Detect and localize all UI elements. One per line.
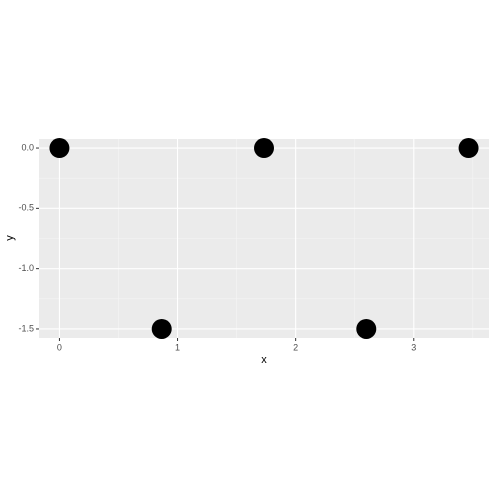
point: [49, 138, 70, 159]
x-tick-label: 1: [175, 342, 180, 352]
y-tick-label: -1.0: [18, 263, 34, 273]
point: [458, 138, 479, 159]
y-tick-label: 0.0: [21, 142, 34, 152]
point: [356, 318, 377, 339]
y-axis-title: y: [4, 235, 16, 241]
y-tick-label: -0.5: [18, 203, 34, 213]
x-tick-label: 2: [293, 342, 298, 352]
x-tick-label: 0: [57, 342, 62, 352]
point: [151, 318, 172, 339]
x-axis-title: x: [261, 354, 267, 366]
point: [254, 138, 274, 159]
y-tick-label: -1.5: [18, 323, 34, 333]
x-tick-label: 3: [411, 342, 416, 352]
